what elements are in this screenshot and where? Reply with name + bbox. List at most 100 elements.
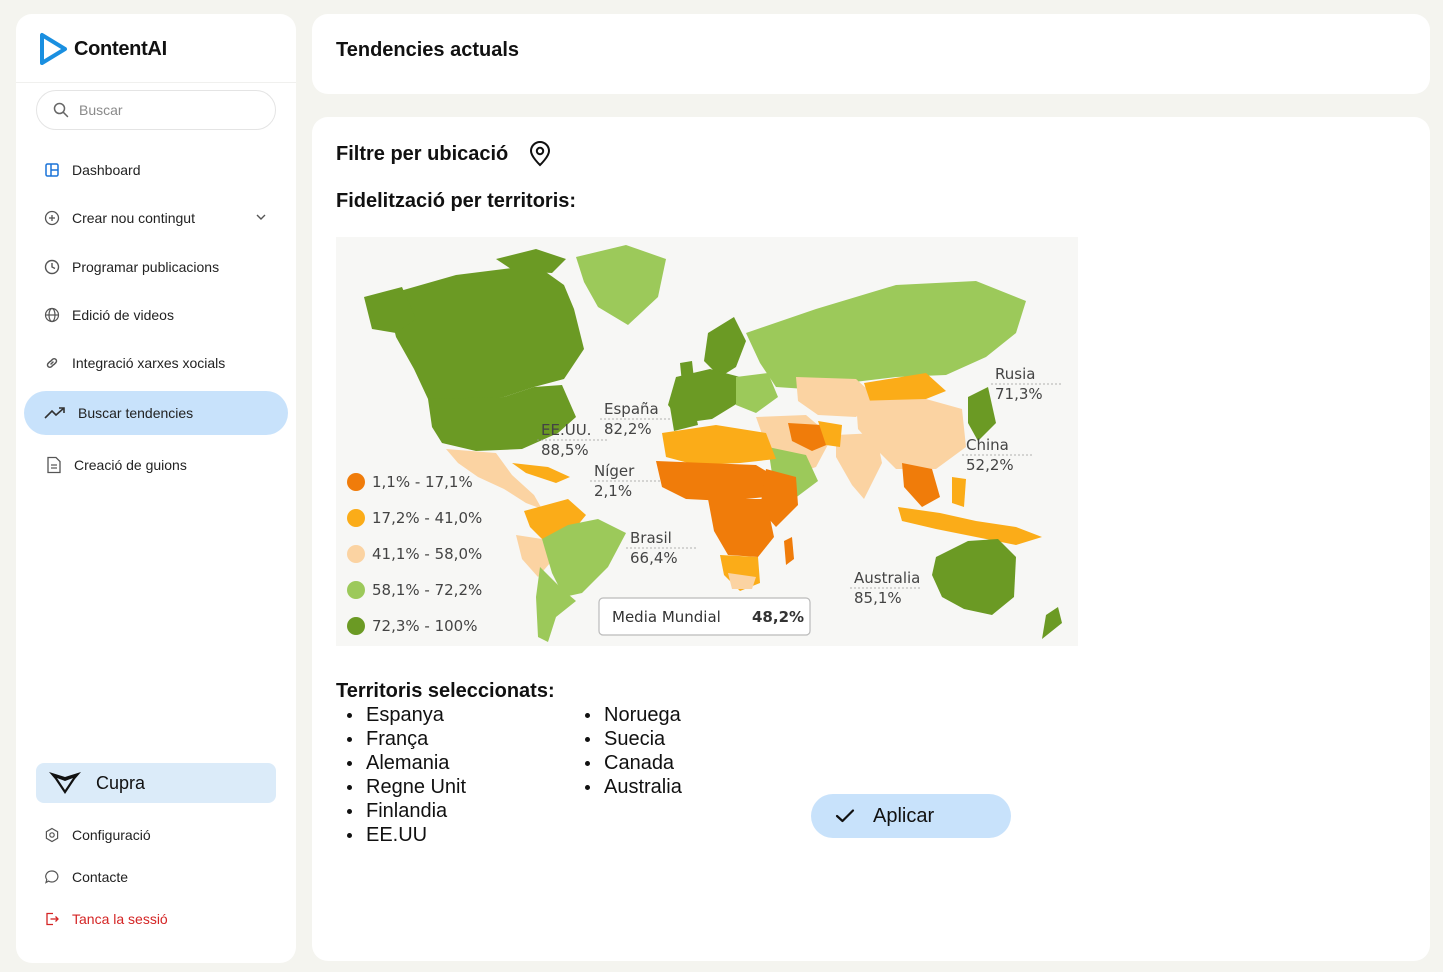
territory-list-1: Espanya França Alemania Regne Unit Finlandia…	[336, 703, 466, 847]
callout-value: 71,3%	[995, 385, 1043, 403]
brand-logo[interactable]: ContentAI	[38, 32, 167, 66]
callout-name: Australia	[854, 569, 920, 587]
brand-account-card[interactable]: Cupra	[36, 763, 276, 803]
globe-icon	[44, 307, 60, 323]
callout-value: 2,1%	[594, 482, 632, 500]
region-southern-cone	[536, 567, 576, 642]
callout-value: 85,1%	[854, 589, 902, 607]
settings-link[interactable]: Configuració	[44, 827, 151, 843]
sidebar-item-label: Creació de guions	[74, 457, 187, 473]
territory-item[interactable]: Alemania	[336, 751, 466, 775]
legend-label: 17,2% - 41,0%	[372, 509, 482, 527]
region-indonesia	[898, 507, 1042, 545]
callout-name: China	[966, 436, 1009, 454]
sidebar-item-label: Programar publicacions	[72, 259, 220, 275]
check-icon	[835, 809, 855, 823]
region-madagascar	[784, 537, 794, 565]
territory-item[interactable]: EE.UU	[336, 823, 466, 847]
region-australia	[932, 539, 1016, 615]
location-filter[interactable]: Filtre per ubicació	[336, 141, 552, 167]
region-china	[856, 399, 966, 469]
selected-territories-title: Territoris seleccionats:	[336, 680, 555, 702]
map-section-title: Fidelització per territoris:	[336, 190, 577, 212]
legend-label: 41,1% - 58,0%	[372, 545, 482, 563]
map-legend: 1,1% - 17,1% 17,2% - 41,0% 41,1% - 58,0% 58…	[347, 473, 482, 635]
logout-icon	[46, 912, 59, 926]
region-caribbean	[512, 463, 570, 483]
plus-circle-icon	[44, 210, 60, 226]
region-philippines	[952, 477, 966, 507]
callout-name: Níger	[594, 462, 635, 480]
callout-value: 82,2%	[604, 420, 652, 438]
region-canada	[386, 265, 584, 402]
location-pin-icon[interactable]	[528, 141, 552, 167]
cupra-logo-icon	[49, 772, 81, 794]
region-russia	[746, 281, 1026, 389]
logout-link[interactable]: Tanca la sessió	[44, 911, 168, 927]
sidebar-item-label: Dashboard	[72, 162, 141, 178]
sidebar-item-dashboard[interactable]: Dashboard	[24, 148, 288, 192]
region-south-africa	[728, 573, 756, 589]
region-usa	[428, 385, 576, 451]
region-arctic-islands	[496, 249, 566, 273]
legend-swatch	[347, 617, 365, 635]
region-pakistan	[818, 421, 842, 447]
chevron-down-icon[interactable]	[254, 210, 268, 224]
world-average-label: Media Mundial	[612, 608, 721, 626]
region-new-zealand	[1042, 607, 1062, 639]
divider	[16, 82, 296, 83]
sidebar-item-create-content[interactable]: Crear nou contingut	[24, 196, 288, 240]
chat-icon	[45, 870, 59, 884]
app-name: ContentAI	[74, 37, 167, 60]
sidebar-item-social-integration[interactable]: Integració xarxes xocials	[24, 341, 288, 385]
apply-button[interactable]: Aplicar	[811, 794, 1011, 838]
callout-value: 52,2%	[966, 456, 1014, 474]
region-mongolia	[864, 373, 946, 403]
header: Tendencies actuals	[312, 14, 1430, 94]
territory-item[interactable]: Suecia	[574, 727, 682, 751]
callout-name: EE.UU.	[541, 421, 591, 439]
region-peru	[516, 535, 550, 577]
search-input[interactable]: Buscar	[36, 90, 276, 130]
region-sahel	[656, 461, 776, 501]
settings-icon	[45, 827, 59, 843]
territory-item[interactable]: Finlandia	[336, 799, 466, 823]
link-icon	[46, 358, 58, 368]
sidebar-item-schedule[interactable]: Programar publicacions	[24, 245, 288, 289]
clock-icon	[44, 259, 60, 275]
apply-label: Aplicar	[873, 804, 935, 827]
region-india	[836, 433, 882, 499]
main-panel: Filtre per ubicació Fidelització per ter…	[312, 117, 1430, 961]
territory-item[interactable]: Australia	[574, 775, 682, 799]
region-central-asia	[796, 377, 876, 417]
territory-item[interactable]: Regne Unit	[336, 775, 466, 799]
region-east-africa	[760, 469, 798, 527]
sidebar-item-trends[interactable]: Buscar tendencies	[24, 391, 288, 435]
region-eastern-europe	[736, 373, 778, 413]
play-logo-icon	[40, 33, 67, 65]
legend-swatch	[347, 509, 365, 527]
sidebar-item-label: Buscar tendencies	[78, 405, 194, 421]
region-iberia	[670, 407, 698, 431]
region-north-africa	[662, 425, 776, 465]
territory-item[interactable]: Canada	[574, 751, 682, 775]
trending-up-icon	[44, 407, 65, 419]
territory-item[interactable]: Noruega	[574, 703, 682, 727]
callout-name: Rusia	[995, 365, 1035, 383]
callout-name: España	[604, 400, 659, 418]
callout-value: 66,4%	[630, 549, 678, 567]
sidebar-item-video-editing[interactable]: Edició de videos	[24, 293, 288, 337]
sidebar-item-scripts[interactable]: Creació de guions	[24, 443, 288, 487]
brand-account-name: Cupra	[96, 772, 146, 793]
map-callouts: Rusia 71,3% España 82,2% EE.UU. 88,5% China 52,…	[537, 365, 1063, 607]
page-title: Tendencies actuals	[336, 39, 520, 61]
world-average-box: Media Mundial 48,2%	[598, 597, 811, 636]
world-loyalty-map[interactable]: 1,1% - 17,1% 17,2% - 41,0% 41,1% - 58,0% 58…	[336, 237, 1078, 646]
territory-item[interactable]: França	[336, 727, 466, 751]
search-placeholder: Buscar	[79, 102, 123, 118]
document-icon	[47, 456, 61, 474]
territory-item[interactable]: Espanya	[336, 703, 466, 727]
region-central-africa	[708, 499, 774, 557]
region-korea-japan	[968, 387, 996, 441]
contact-link[interactable]: Contacte	[44, 869, 128, 885]
